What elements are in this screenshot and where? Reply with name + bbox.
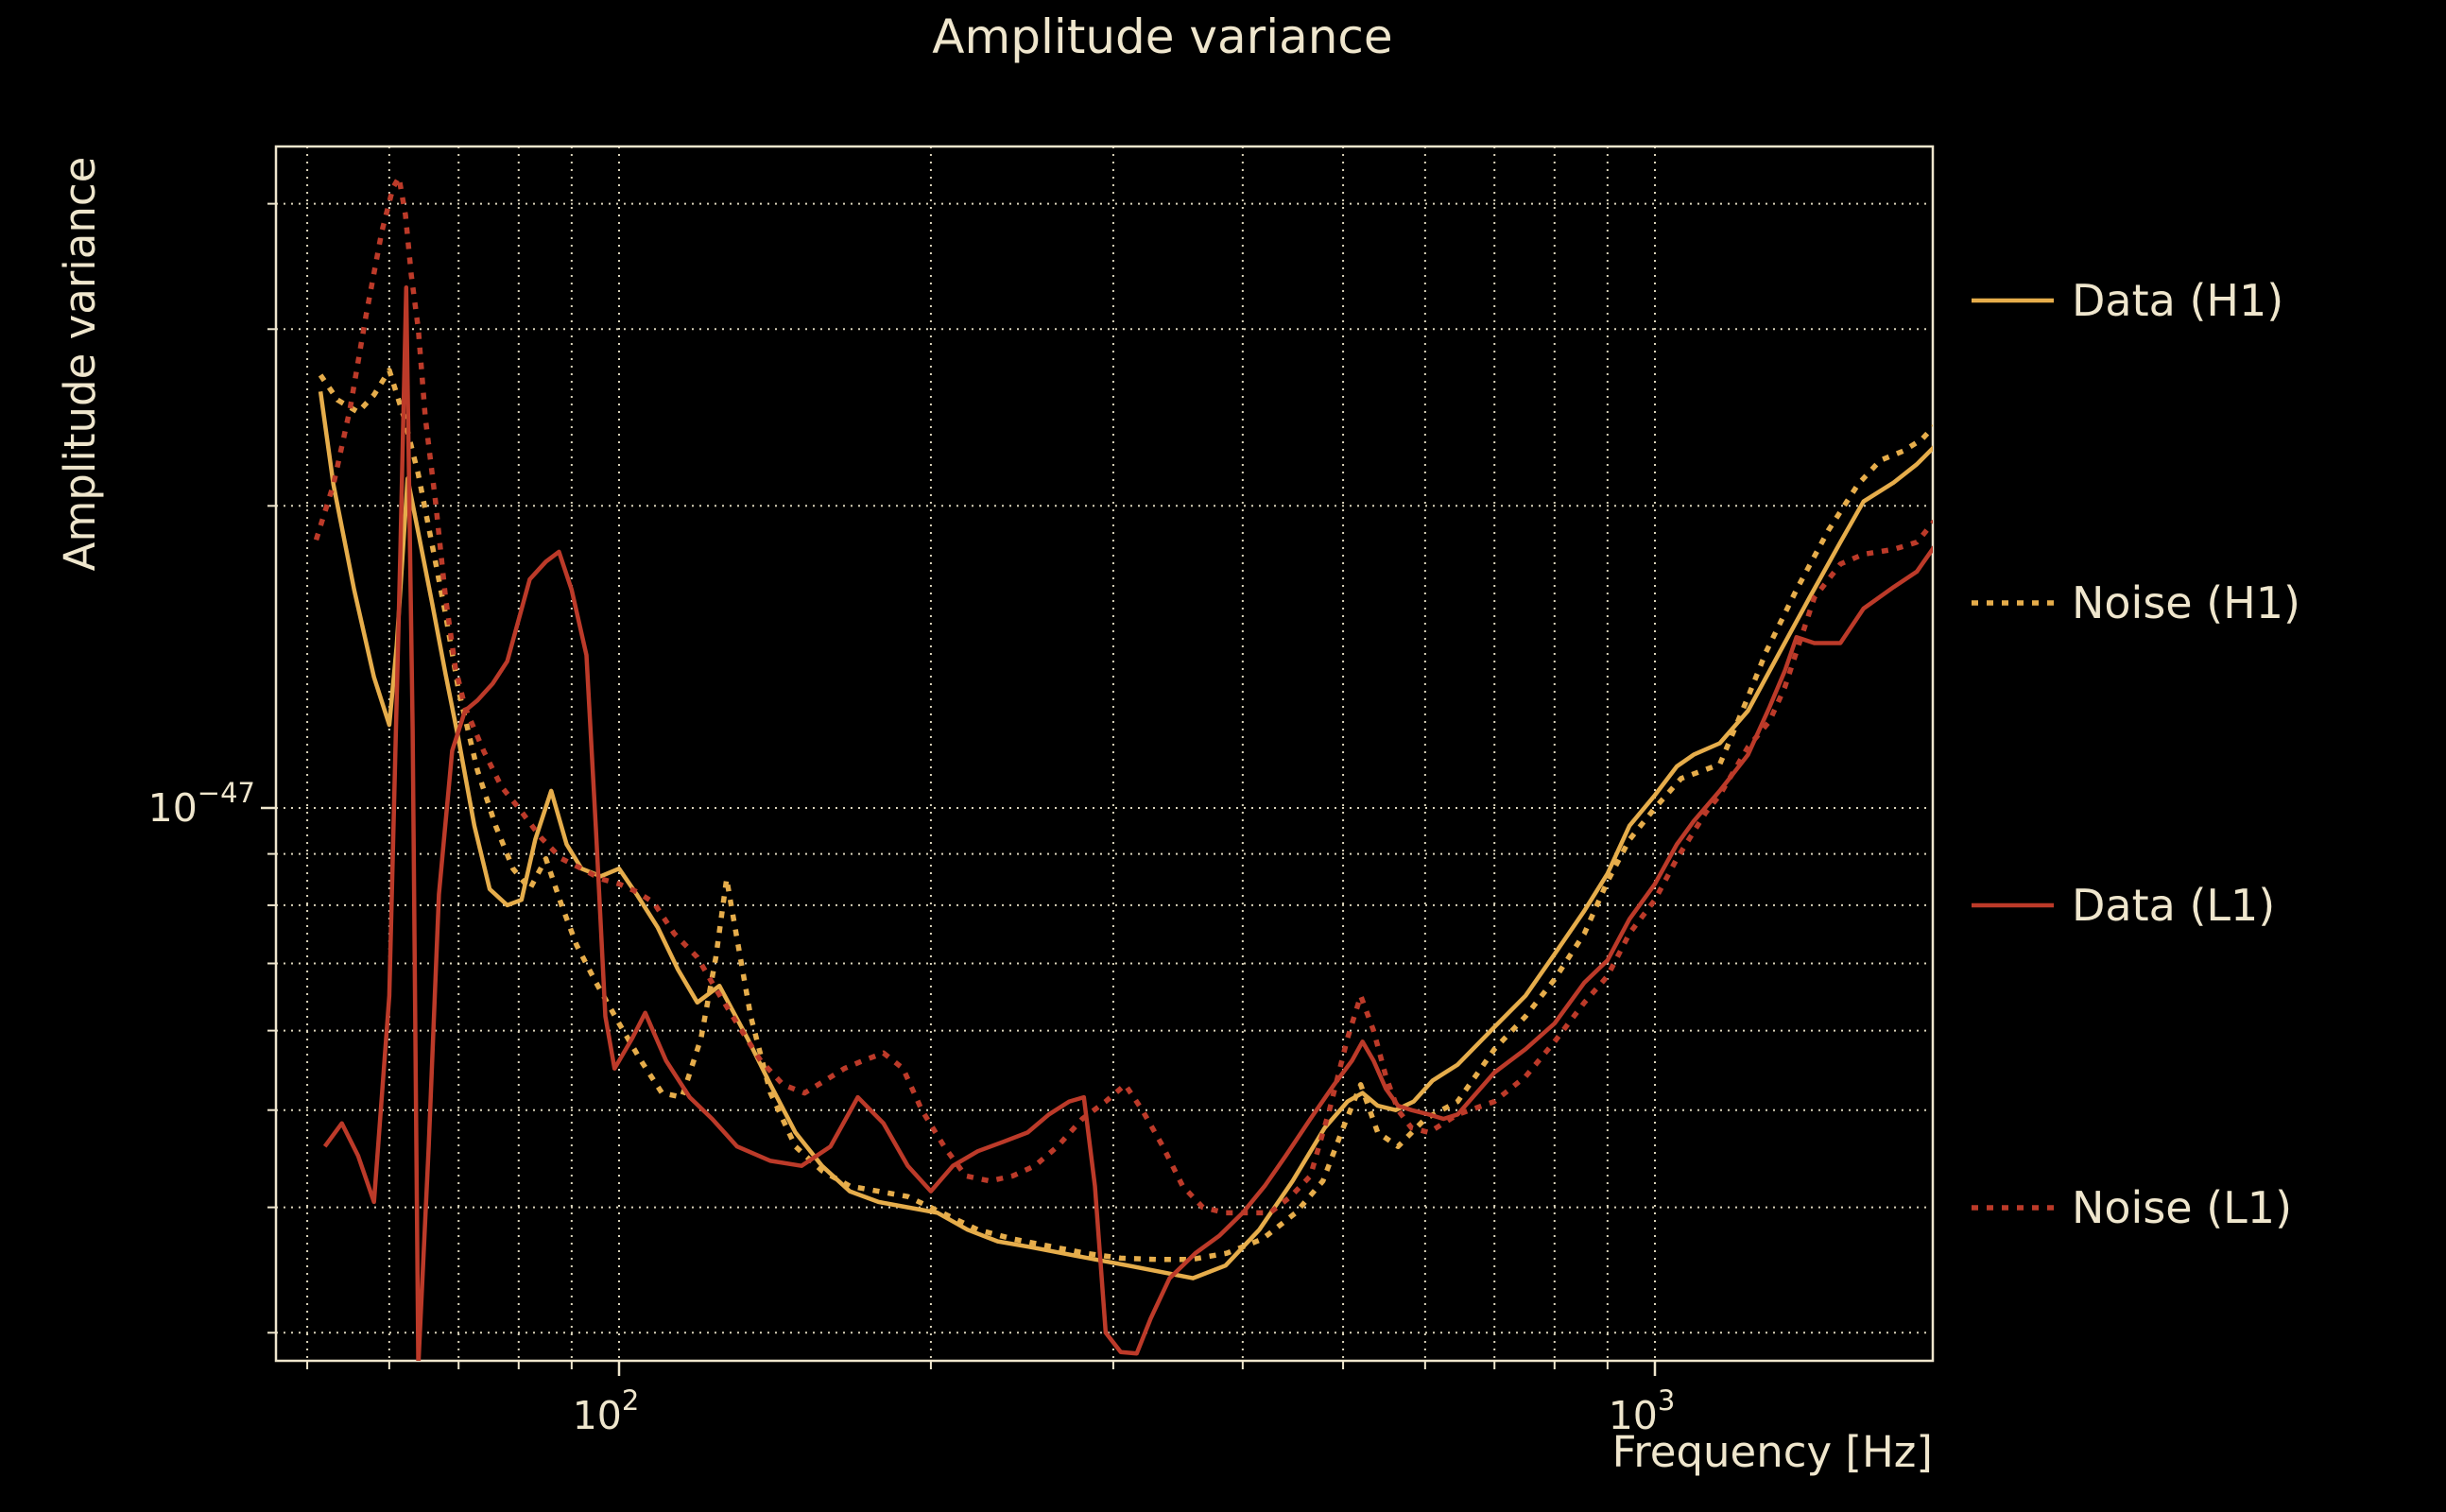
y-axis-label: Amplitude variance: [55, 157, 105, 572]
axis-ticks: [261, 202, 1657, 1376]
x-tick-label: 102: [573, 1384, 640, 1438]
y-tick-label: 10−47: [148, 777, 255, 831]
x-tick-label: 103: [1609, 1384, 1676, 1438]
tick-labels: 102 103 10−47: [148, 777, 1676, 1438]
series-line-data-l1: [322, 285, 1933, 1361]
legend-label: Data (H1): [2072, 275, 2283, 326]
series-lines: [313, 174, 1933, 1361]
chart-title: Amplitude variance: [932, 9, 1392, 64]
series-line-noise-l1: [313, 174, 1933, 1216]
legend-entry: Noise (L1): [1972, 1182, 2292, 1233]
series-line-data-h1: [318, 390, 1933, 1280]
plot-border-rect: [274, 145, 1935, 1363]
legend: Data (H1) Noise (H1) Data (L1) Noise (L1): [1972, 275, 2300, 1233]
legend-entry: Noise (H1): [1972, 577, 2300, 628]
legend-entry: Data (H1): [1972, 275, 2283, 326]
legend-entry: Data (L1): [1972, 880, 2275, 931]
plot-border: [274, 145, 1935, 1363]
gridlines: [276, 146, 1933, 1361]
legend-label: Data (L1): [2072, 880, 2275, 931]
legend-label: Noise (L1): [2072, 1182, 2292, 1233]
series-line-noise-h1: [318, 368, 1933, 1263]
x-axis-label: Frequency [Hz]: [1612, 1427, 1933, 1477]
legend-label: Noise (H1): [2072, 577, 2300, 628]
